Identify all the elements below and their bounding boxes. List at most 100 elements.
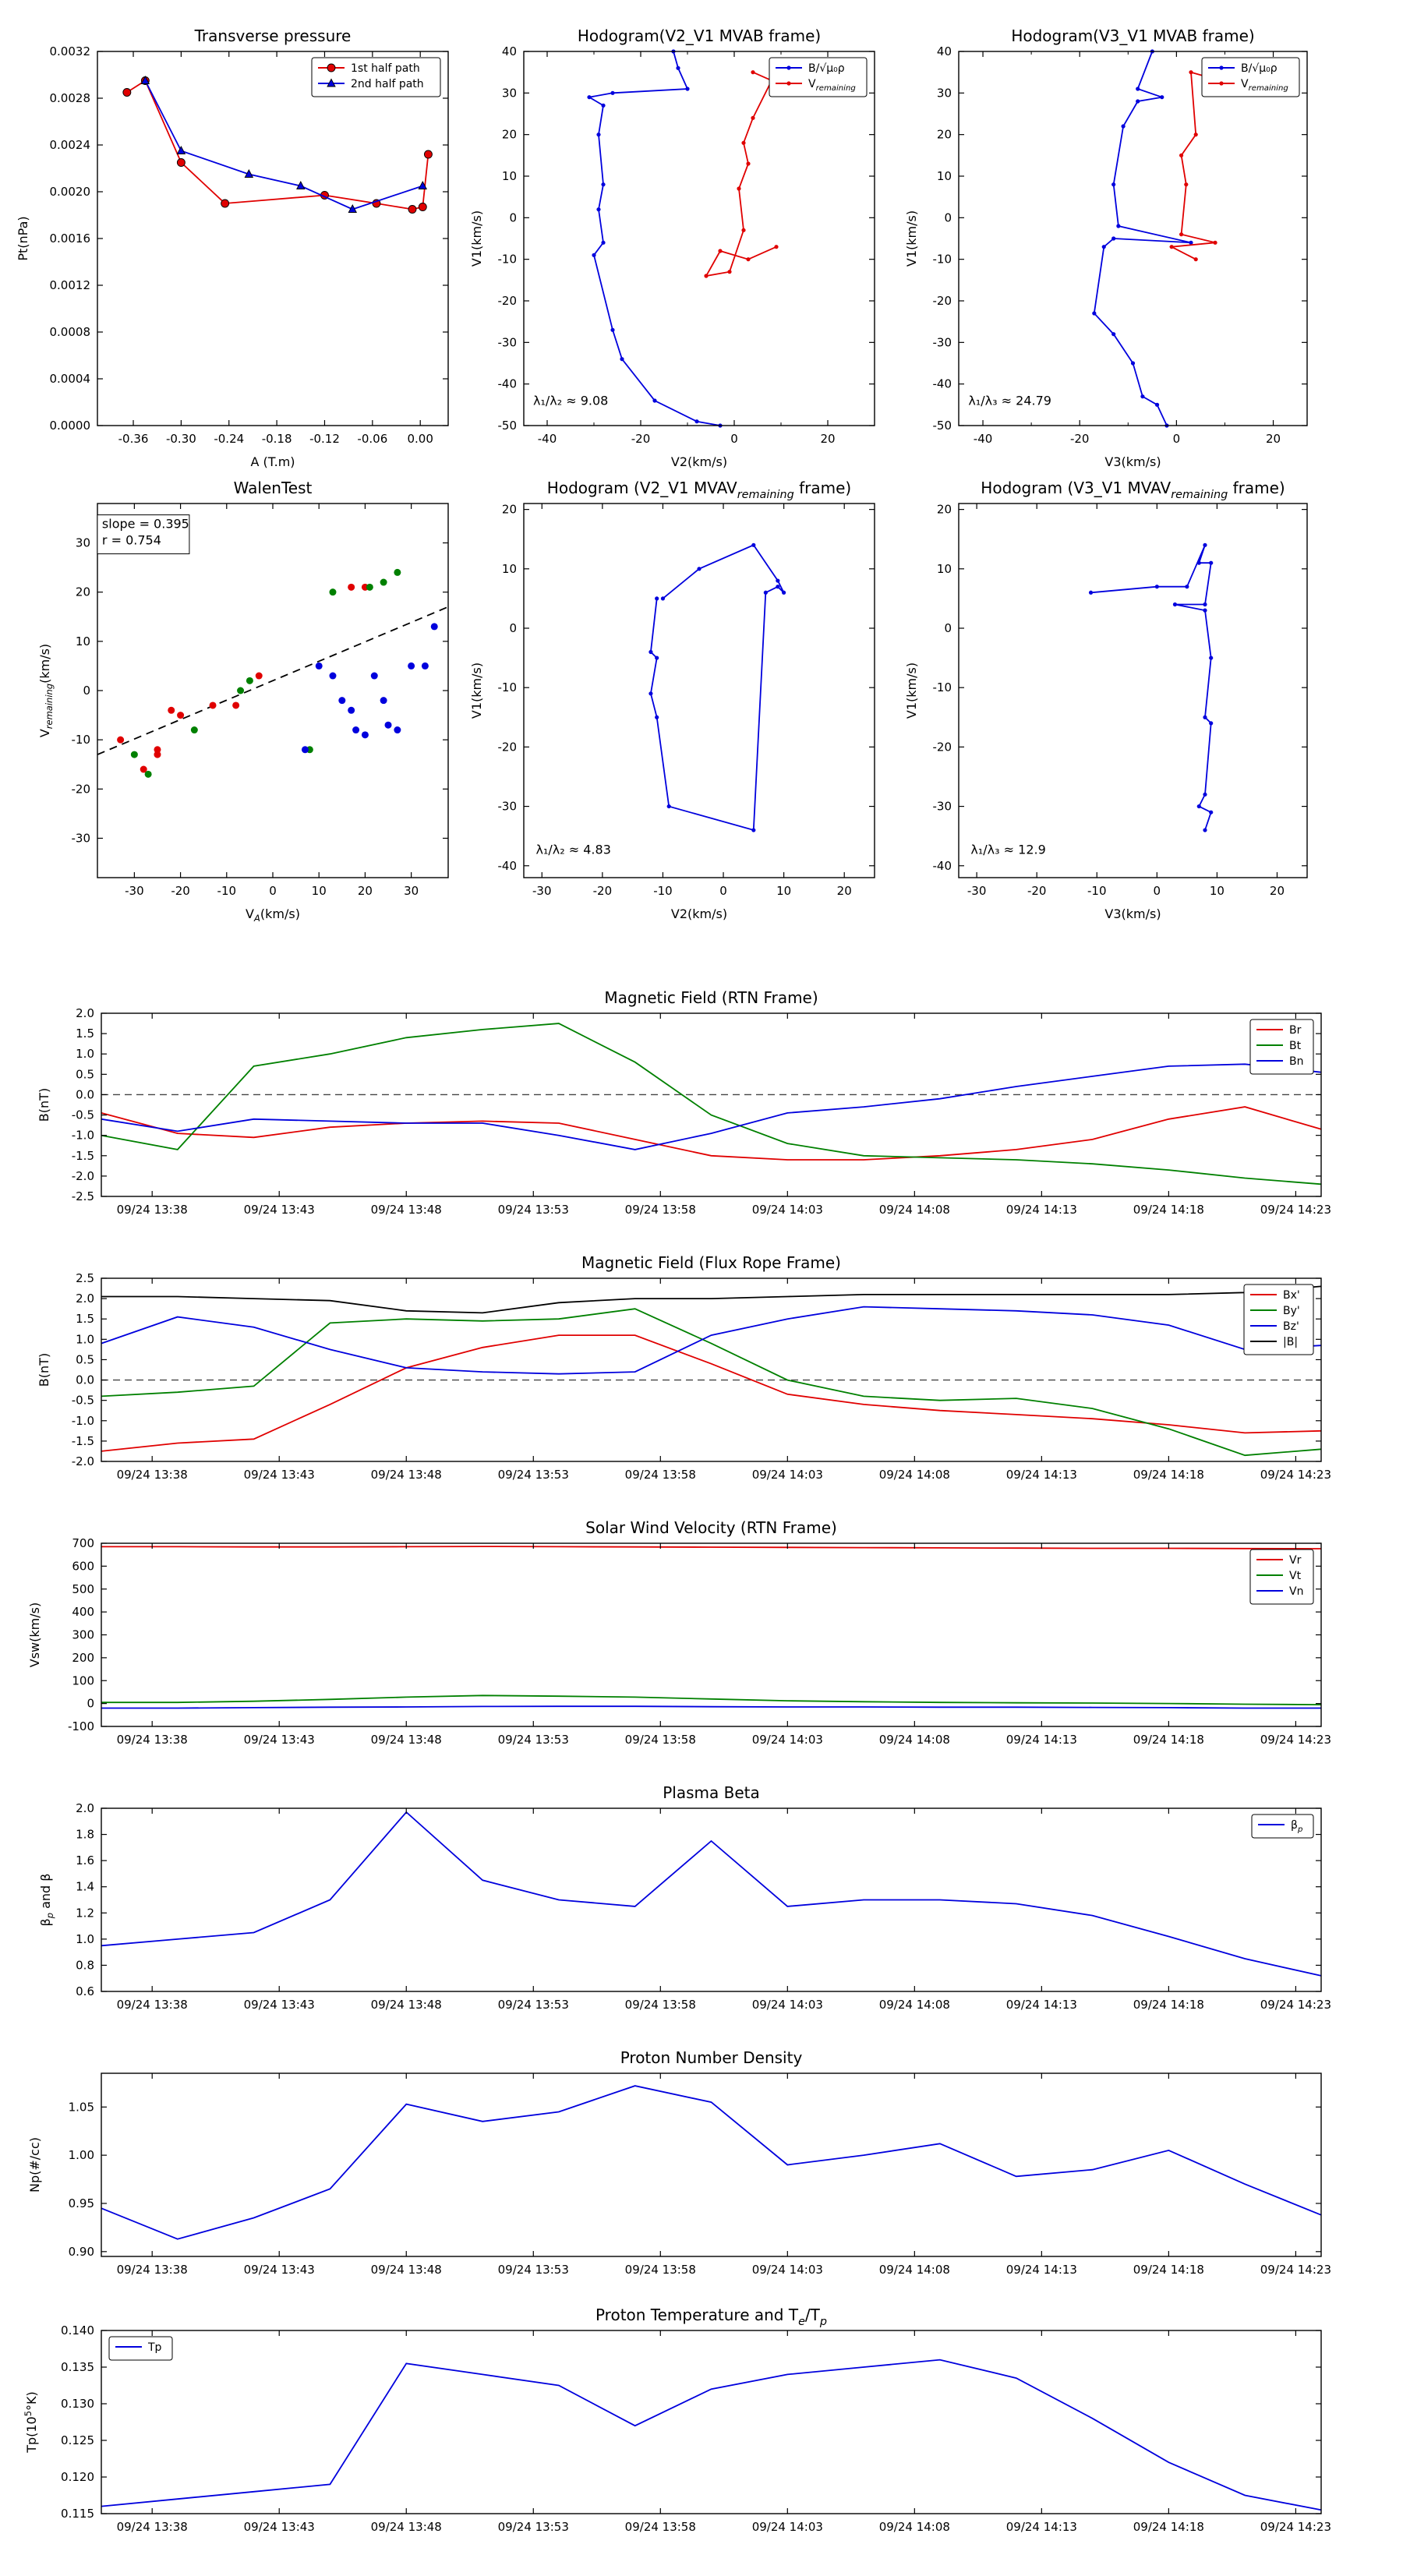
series-V-hodogram: [705, 71, 777, 277]
svg-text:09/24 14:23: 09/24 14:23: [1260, 1203, 1331, 1217]
annotation-text: slope = 0.395: [102, 517, 189, 532]
svg-text:V2(km/s): V2(km/s): [671, 906, 727, 921]
plot-bg-proton-density: [101, 2073, 1321, 2256]
svg-text:1.5: 1.5: [76, 1312, 94, 1326]
svg-text:09/24 14:13: 09/24 14:13: [1006, 1203, 1077, 1217]
svg-text:09/24 13:38: 09/24 13:38: [117, 2520, 188, 2534]
svg-text:-20: -20: [631, 432, 651, 446]
annotation-text: r = 0.754: [102, 533, 161, 548]
svg-text:09/24 13:38: 09/24 13:38: [117, 2263, 188, 2277]
svg-text:20: 20: [1266, 432, 1281, 446]
svg-text:20: 20: [502, 503, 517, 517]
series-B-magnitude: [101, 1285, 1322, 1314]
annotation-box: [97, 514, 190, 555]
svg-text:09/24 13:43: 09/24 13:43: [244, 1203, 315, 1217]
series-Vt: [101, 1694, 1322, 1705]
svg-text:1.2: 1.2: [76, 1906, 94, 1920]
svg-text:2.5: 2.5: [76, 1271, 94, 1285]
title-plasma-beta: Plasma Beta: [663, 1783, 760, 1802]
plot-frame-mag-flux-rope: [101, 1277, 1322, 1462]
svg-text:600: 600: [72, 1559, 94, 1573]
svg-text:0: 0: [87, 1697, 94, 1711]
svg-text:0.0016: 0.0016: [50, 231, 91, 246]
svg-text:09/24 13:58: 09/24 13:58: [625, 1468, 696, 1482]
svg-text:400: 400: [72, 1605, 94, 1619]
svg-text:30: 30: [937, 86, 952, 100]
plot-frame-hodogram-v3v1-mvav: [958, 503, 1308, 878]
svg-text:20: 20: [937, 503, 952, 517]
svg-text:0.115: 0.115: [61, 2507, 94, 2521]
svg-text:-40: -40: [974, 432, 993, 446]
plot-bg-proton-temperature: [101, 2330, 1321, 2514]
plot-bg-hodogram-v2v1-mvav: [524, 504, 875, 878]
svg-text:20: 20: [502, 128, 517, 142]
svg-text:09/24 13:58: 09/24 13:58: [625, 1203, 696, 1217]
svg-text:-10: -10: [933, 680, 952, 694]
svg-text:09/24 13:53: 09/24 13:53: [498, 1468, 569, 1482]
svg-text:0.0024: 0.0024: [50, 138, 91, 152]
svg-text:V3(km/s): V3(km/s): [1104, 454, 1161, 469]
svg-text:09/24 13:58: 09/24 13:58: [625, 1998, 696, 2012]
svg-text:Vsw(km/s): Vsw(km/s): [27, 1602, 42, 1667]
svg-text:20: 20: [358, 884, 373, 898]
svg-text:0: 0: [719, 884, 727, 898]
svg-text:-30: -30: [72, 831, 91, 845]
panel-plasma-beta: 09/24 13:38 09/24 13:43 09/24 13:48 09/24 1…: [38, 1783, 1331, 2012]
svg-text:1.00: 1.00: [69, 2148, 94, 2162]
svg-text:V3(km/s): V3(km/s): [1104, 906, 1161, 921]
svg-text:0.120: 0.120: [61, 2470, 94, 2484]
svg-text:|B|: |B|: [1283, 1336, 1298, 1348]
svg-text:0: 0: [730, 432, 738, 446]
title-hodogram-v3v1-mvav: Hodogram (V3_V1 MVAVremaining frame): [981, 479, 1285, 501]
svg-text:-10: -10: [498, 680, 518, 694]
svg-text:2nd half path: 2nd half path: [351, 78, 424, 90]
svg-text:-40: -40: [538, 432, 557, 446]
svg-text:700: 700: [72, 1536, 94, 1550]
svg-text:-20: -20: [498, 740, 518, 754]
panel-walen-test: -30 -20 -10 0 10 20 30 -30 -20 -10 0 10 20 30 WalenTes…: [37, 479, 449, 924]
svg-text:2.0: 2.0: [76, 1801, 94, 1815]
title-hodogram-v3v1-mvab: Hodogram(V3_V1 MVAB frame): [1011, 27, 1254, 45]
title-walen-test: WalenTest: [234, 479, 313, 497]
svg-text:1.6: 1.6: [76, 1853, 94, 1868]
svg-text:09/24 13:48: 09/24 13:48: [371, 2263, 442, 2277]
svg-text:2.0: 2.0: [76, 1006, 94, 1020]
svg-text:09/24 13:48: 09/24 13:48: [371, 1468, 442, 1482]
annotation-text: λ₁/λ₃ ≈ 24.79: [968, 393, 1051, 408]
svg-text:0.00: 0.00: [408, 432, 433, 446]
svg-text:V1(km/s): V1(km/s): [469, 210, 484, 267]
plot-frame-hodogram-v2v1-mvav: [523, 503, 875, 878]
svg-text:0.90: 0.90: [69, 2245, 94, 2259]
title-transverse-pressure: Transverse pressure: [194, 27, 352, 45]
svg-text:09/24 13:43: 09/24 13:43: [244, 2263, 315, 2277]
series-B-hodogram: [1093, 51, 1192, 426]
series-By-prime: [101, 1308, 1322, 1457]
svg-text:0: 0: [1173, 432, 1181, 446]
series-beta-p: [101, 1811, 1322, 1977]
svg-text:20: 20: [837, 884, 852, 898]
panel-hodogram-v3v1-mvab: -40 -20 0 20 -50 -40 -30 -20 -10 0 10 20 30 40 Hodogra…: [904, 27, 1308, 469]
svg-text:B(nT): B(nT): [37, 1088, 51, 1122]
svg-text:1.05: 1.05: [69, 2100, 94, 2114]
svg-text:09/24 14:03: 09/24 14:03: [752, 2520, 823, 2534]
svg-text:V1(km/s): V1(km/s): [904, 663, 919, 719]
svg-text:0.0032: 0.0032: [50, 44, 91, 58]
title-mag-rtn: Magnetic Field (RTN Frame): [604, 988, 818, 1007]
svg-text:09/24 14:23: 09/24 14:23: [1260, 1998, 1331, 2012]
svg-text:-50: -50: [498, 419, 518, 433]
svg-text:-0.18: -0.18: [262, 432, 292, 446]
svg-text:100: 100: [72, 1673, 94, 1687]
svg-text:-20: -20: [933, 740, 952, 754]
svg-text:0.95: 0.95: [69, 2196, 94, 2210]
series-Tp: [101, 2359, 1322, 2511]
svg-text:10: 10: [937, 169, 952, 183]
panel-hodogram-v2v1-mvab: -40 -20 0 20 -50 -40 -30 -20 -10 0 10 20 30 40 Hodogra…: [469, 27, 875, 469]
svg-text:Br: Br: [1289, 1024, 1302, 1037]
svg-text:V1(km/s): V1(km/s): [469, 663, 484, 719]
svg-text:-0.36: -0.36: [118, 432, 149, 446]
svg-text:09/24 13:48: 09/24 13:48: [371, 1733, 442, 1747]
plot-bg-transverse-pressure: [97, 51, 448, 426]
svg-text:-30: -30: [933, 335, 952, 349]
svg-text:-2.0: -2.0: [72, 1169, 94, 1183]
svg-text:-10: -10: [217, 884, 237, 898]
